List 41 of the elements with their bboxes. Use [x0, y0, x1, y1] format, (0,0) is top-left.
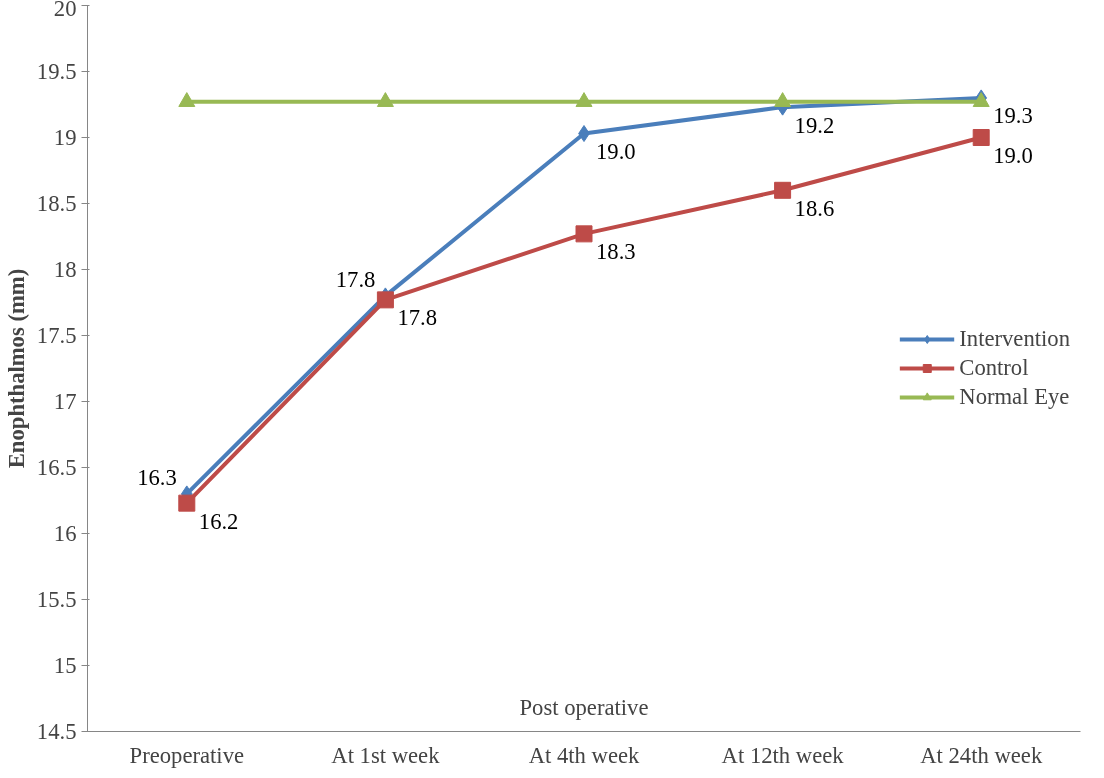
y-tick-label: 18.5 — [36, 191, 77, 216]
data-label: 18.3 — [596, 239, 636, 265]
data-label: 19.2 — [794, 112, 835, 138]
x-tick-label: At 1st week — [331, 742, 441, 768]
data-label: 16.3 — [137, 465, 177, 491]
legend-label: Intervention — [959, 326, 1070, 352]
point — [376, 92, 394, 107]
x-axis-title: Post operative — [519, 694, 649, 720]
y-tick-label: 20 — [53, 0, 77, 21]
point — [774, 92, 792, 107]
data-label: 18.6 — [794, 195, 835, 221]
point — [575, 92, 593, 107]
y-tick-label: 16 — [53, 521, 77, 546]
point — [178, 494, 196, 512]
point — [376, 291, 394, 309]
y-tick-label: 17.5 — [36, 323, 77, 348]
point — [575, 225, 593, 243]
x-tick-label: Preoperative — [129, 742, 245, 768]
legend-label: Normal Eye — [959, 384, 1070, 410]
y-tick-label: 15 — [53, 653, 77, 678]
data-label: 19.0 — [993, 143, 1033, 168]
legend-label: Control — [959, 355, 1029, 381]
y-tick-label: 19.5 — [36, 59, 77, 84]
point — [972, 129, 990, 146]
y-tick-label: 16.5 — [36, 455, 77, 480]
data-label: 17.8 — [335, 267, 376, 293]
data-label: 16.2 — [198, 508, 239, 534]
y-tick-label: 18 — [53, 257, 77, 282]
y-axis-title: Enophthalmos (mm) — [3, 268, 29, 469]
x-tick-label: At 4th week — [528, 742, 641, 768]
data-label: 19.0 — [596, 139, 636, 165]
y-tick-label: 14.5 — [36, 719, 77, 744]
y-tick-label: 15.5 — [36, 587, 77, 612]
point — [774, 181, 792, 199]
x-tick-label: At 12th week — [721, 742, 845, 768]
data-label: 17.8 — [397, 305, 438, 331]
data-label: 19.3 — [993, 103, 1033, 129]
point — [178, 92, 196, 107]
x-tick-label: At 24th week — [920, 742, 1043, 768]
y-tick-label: 19 — [53, 125, 77, 150]
y-tick-label: 17 — [53, 389, 77, 414]
